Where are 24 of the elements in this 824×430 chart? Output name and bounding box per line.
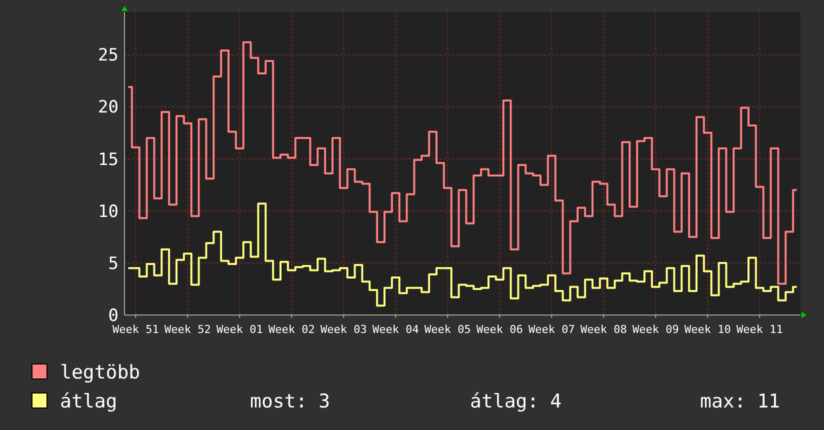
y-tick-label: 5 — [108, 254, 118, 274]
x-tick-label: Week 09 — [632, 323, 679, 336]
x-tick-label: Week 02 — [268, 323, 315, 336]
x-tick-label: Week 07 — [528, 323, 575, 336]
x-tick-label: Week 11 — [736, 323, 783, 336]
y-tick-label: 0 — [108, 306, 118, 326]
x-tick-label: Week 52 — [164, 323, 211, 336]
y-tick-label: 10 — [98, 202, 118, 222]
x-tick-label: Week 06 — [476, 323, 523, 336]
text: átlag: 4 — [470, 390, 562, 413]
text: max: 11 — [700, 390, 780, 413]
y-tick-label: 15 — [98, 150, 118, 170]
x-tick-label: Week 03 — [320, 323, 367, 336]
text: most: 3 — [250, 390, 330, 413]
y-tick-label: 20 — [98, 98, 118, 118]
legend-label: legtöbb — [60, 362, 140, 384]
x-tick-label: Week 51 — [112, 323, 159, 336]
y-tick-label: 25 — [98, 46, 118, 66]
legend-label: átlag — [60, 390, 118, 413]
x-tick-label: Week 08 — [580, 323, 627, 336]
x-tick-label: Week 05 — [424, 323, 471, 336]
x-tick-label: Week 10 — [684, 323, 731, 336]
x-tick-label: Week 04 — [372, 323, 420, 336]
x-tick-label: Week 01 — [216, 323, 263, 336]
